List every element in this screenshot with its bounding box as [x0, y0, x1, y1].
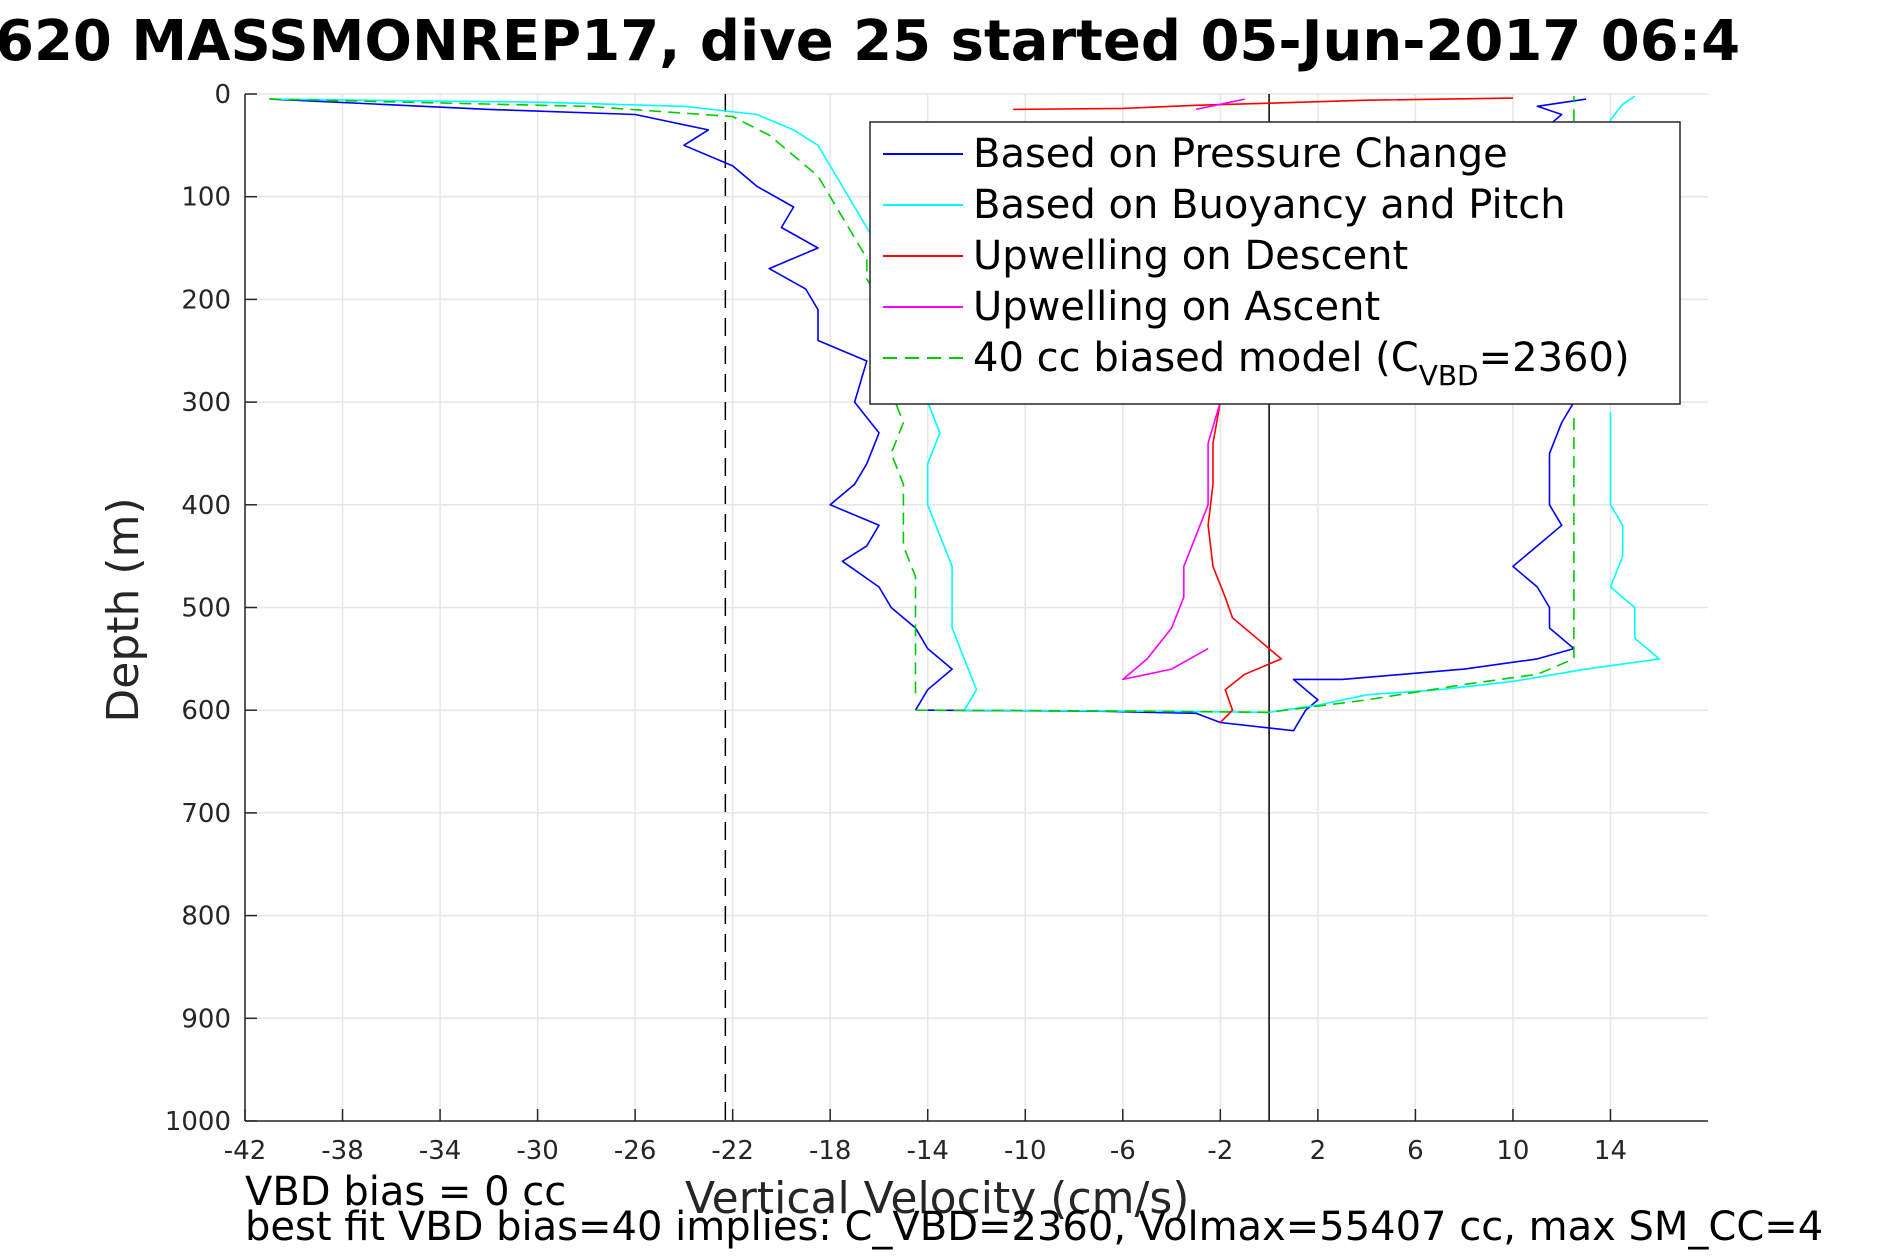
series-4-segment-1 [1195, 98, 1245, 111]
x-tick-label-9: -6 [1110, 1136, 1136, 1166]
series-3-segment-0 [1013, 97, 1513, 111]
y-tick-label-9: 900 [181, 1004, 231, 1034]
legend-label-upwelling-ascent: Upwelling on Ascent [973, 284, 1380, 330]
x-tick-label-10: -2 [1207, 1136, 1233, 1166]
y-axis-label: Depth (m) [98, 497, 149, 722]
y-tick-label-3: 300 [181, 388, 231, 418]
y-tick-label-10: 1000 [165, 1107, 231, 1137]
legend-label-pressure: Based on Pressure Change [973, 131, 1508, 177]
x-tick-label-2: -34 [419, 1136, 461, 1166]
y-tick-label-2: 200 [181, 285, 231, 315]
series-2-segment-1 [915, 412, 1575, 714]
series-0-segment-0 [269, 98, 953, 711]
x-tick-label-11: 2 [1310, 1136, 1327, 1166]
x-tick-label-12: 6 [1407, 1136, 1424, 1166]
legend-label-biased-model-post: =2360) [1479, 335, 1630, 381]
x-tick-label-8: -10 [1004, 1136, 1046, 1166]
legend-label-buoyancy: Based on Buoyancy and Pitch [973, 182, 1566, 228]
y-tick-label-5: 500 [181, 594, 231, 624]
series-4-segment-0 [1122, 401, 1222, 681]
legend-label-biased-model: 40 cc biased model (CVBD=2360) [973, 335, 1630, 392]
x-tick-label-7: -14 [906, 1136, 948, 1166]
x-tick-label-6: -18 [809, 1136, 851, 1166]
x-tick-label-14: 14 [1594, 1136, 1627, 1166]
chart-title: 620 MASSMONREP17, dive 25 started 05-Jun… [0, 9, 1740, 74]
y-tick-label-0: 0 [214, 80, 231, 110]
x-tick-label-1: -38 [321, 1136, 363, 1166]
x-tick-label-0: -42 [224, 1136, 266, 1166]
series-1-segment-1 [964, 412, 1660, 714]
tick-labels: -42 -38 -34 -30 -26 -22 -18 -14 -10 -6 -2 2 6 10 14010… [165, 80, 1627, 1166]
x-tick-label-3: -30 [516, 1136, 558, 1166]
y-tick-label-4: 400 [181, 491, 231, 521]
legend-label-upwelling-descent: Upwelling on Descent [973, 233, 1408, 279]
legend-label-biased-model-sub: VBD [1419, 359, 1479, 392]
y-tick-label-1: 100 [181, 183, 231, 213]
y-tick-label-8: 800 [181, 902, 231, 932]
legend-box [869, 121, 1681, 405]
x-tick-label-5: -22 [711, 1136, 753, 1166]
series-3-segment-1 [1207, 401, 1283, 724]
legend: Based on Pressure Change Based on Buoyan… [869, 121, 1681, 405]
x-tick-label-13: 10 [1496, 1136, 1529, 1166]
footer-line-1: VBD bias = 0 cc [245, 1169, 566, 1215]
x-tick-label-4: -26 [614, 1136, 656, 1166]
series-0-segment-1 [927, 401, 1575, 732]
y-tick-label-6: 600 [181, 696, 231, 726]
footer-line-2: best fit VBD bias=40 implies: C_VBD=2360… [245, 1204, 1823, 1250]
x-axis-label: Vertical Velocity (cm/s) [685, 1173, 1189, 1224]
axis-layer [244, 93, 1708, 1122]
series-2-segment-0 [269, 98, 917, 700]
legend-swatches [883, 153, 963, 359]
legend-label-biased-model-pre: 40 cc biased model (C [973, 335, 1419, 381]
y-tick-label-7: 700 [181, 799, 231, 829]
